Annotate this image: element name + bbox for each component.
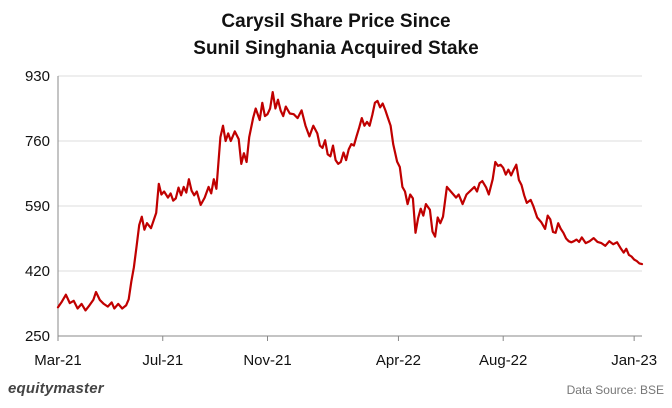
x-tick-label: Apr-22 — [376, 352, 421, 369]
x-tick-label: Nov-21 — [243, 352, 291, 369]
y-tick-label: 760 — [25, 133, 50, 150]
x-tick-label: Aug-22 — [479, 352, 527, 369]
equitymaster-logo: equitymaster — [8, 380, 104, 397]
x-tick-label: Mar-21 — [34, 352, 82, 369]
chart-title: Carysil Share Price Since Sunil Singhani… — [0, 8, 672, 62]
y-tick-label: 250 — [25, 328, 50, 345]
x-tick-label: Jan-23 — [611, 352, 657, 369]
y-tick-label: 930 — [25, 68, 50, 85]
x-tick-label: Jul-21 — [142, 352, 183, 369]
chart-title-line-2: Sunil Singhania Acquired Stake — [193, 38, 479, 59]
y-tick-label: 590 — [25, 198, 50, 215]
y-tick-label: 420 — [25, 263, 50, 280]
price-line — [56, 91, 644, 312]
chart-title-line-1: Carysil Share Price Since — [221, 11, 451, 32]
data-source-label: Data Source: BSE — [566, 383, 664, 397]
